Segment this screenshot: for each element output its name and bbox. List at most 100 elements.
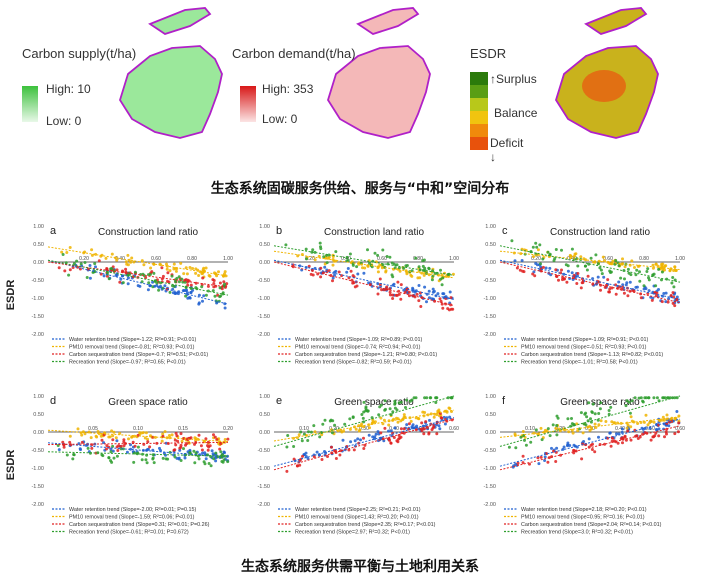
data-point-pm10 [633,266,636,269]
data-point-recreation [423,396,427,400]
data-point-recreation [541,257,545,261]
data-point-carbon [213,435,217,439]
data-point-recreation [546,250,550,254]
data-point-recreation [214,451,218,455]
data-point-carbon [407,422,411,426]
data-point-carbon [197,433,201,437]
data-point-recreation [360,413,364,416]
data-point-recreation [323,418,327,422]
data-point-recreation [381,248,385,252]
trend-line-water [273,417,455,467]
data-point-pm10 [327,255,331,259]
data-point-water [534,262,538,265]
data-point-water [323,265,327,269]
data-point-carbon [161,274,165,278]
data-point-pm10 [648,421,652,425]
data-point-pm10 [165,267,169,271]
legend-entry-pm10: PM10 removal trend (Slope=-0.74; R²=0.94… [295,345,421,351]
data-point-recreation [591,402,595,406]
data-point-carbon [166,271,170,275]
y-tick-label: -1.00 [257,466,270,472]
data-point-pm10 [152,262,156,266]
data-point-recreation [548,252,552,256]
x-tick-label: 0.40 [115,256,125,262]
data-point-recreation [373,251,377,255]
data-point-recreation [133,270,137,274]
data-point-carbon [116,449,120,452]
data-point-pm10 [348,427,352,431]
data-point-carbon [623,435,627,439]
data-point-recreation [365,408,369,412]
data-point-carbon [68,268,72,272]
data-point-recreation [319,247,323,251]
data-point-recreation [83,261,87,264]
data-point-pm10 [603,259,606,263]
data-point-water [562,272,566,276]
data-point-pm10 [124,260,128,264]
data-point-recreation [115,454,119,458]
data-point-recreation [325,261,329,265]
data-point-carbon [330,445,333,449]
x-tick-label: 0.20 [223,426,233,432]
data-point-pm10 [83,432,87,436]
data-point-carbon [599,288,602,292]
data-point-pm10 [579,255,583,259]
data-point-recreation [529,440,533,444]
data-point-recreation [121,447,125,451]
trend-line-water [273,259,455,300]
data-point-pm10 [297,433,301,437]
data-point-recreation [608,269,612,273]
data-point-carbon [301,454,304,458]
deficit-arrow-icon: ↓ [490,150,496,164]
data-point-water [647,289,651,293]
y-tick-label: -0.50 [31,278,44,284]
legend-entry-pm10: PM10 removal trend (Slope=1.43; R²=0.20;… [295,515,419,521]
data-point-recreation [351,416,355,419]
data-point-water [359,438,362,442]
data-point-pm10 [651,263,655,267]
data-point-recreation [609,405,613,409]
data-point-recreation [660,278,663,282]
data-point-carbon [175,434,179,438]
data-point-carbon [131,275,135,279]
data-point-recreation [152,271,156,275]
data-point-pm10 [571,431,575,435]
data-point-water [431,287,435,291]
data-point-pm10 [613,421,617,425]
legend-entry-carbon: Carbon sequestration trend (Slope=-1.21;… [295,352,437,358]
data-point-recreation [330,431,334,435]
data-point-pm10 [592,260,596,264]
data-point-pm10 [668,268,672,272]
data-point-pm10 [202,266,206,270]
data-point-recreation [100,453,104,457]
panel-letter: c [502,225,508,237]
data-point-water [555,446,559,450]
data-point-carbon [385,285,389,289]
esdr-surplus-label: Surplus [496,72,537,86]
panel-title: Construction land ratio [98,227,198,238]
data-point-pm10 [581,431,585,435]
data-point-pm10 [111,434,115,438]
x-tick-label: 0.20 [79,256,89,262]
data-point-pm10 [629,425,633,429]
data-point-recreation [570,417,573,420]
data-point-pm10 [532,255,535,259]
data-point-carbon [430,428,434,432]
data-point-pm10 [414,416,418,420]
data-point-recreation [425,396,429,400]
data-point-water [389,429,393,433]
x-tick-label: 0.80 [187,256,197,262]
data-point-recreation [435,396,439,400]
data-point-recreation [576,264,580,268]
data-point-recreation [414,256,418,260]
data-point-recreation [121,281,125,285]
data-point-recreation [209,464,213,468]
data-point-carbon [391,297,395,300]
data-point-recreation [212,457,216,461]
trend-line-pm10 [499,250,681,271]
data-point-recreation [430,278,434,282]
data-point-water [177,456,181,460]
y-tick-label: 0.50 [485,242,496,248]
data-point-recreation [422,258,426,262]
data-point-carbon [218,281,222,285]
